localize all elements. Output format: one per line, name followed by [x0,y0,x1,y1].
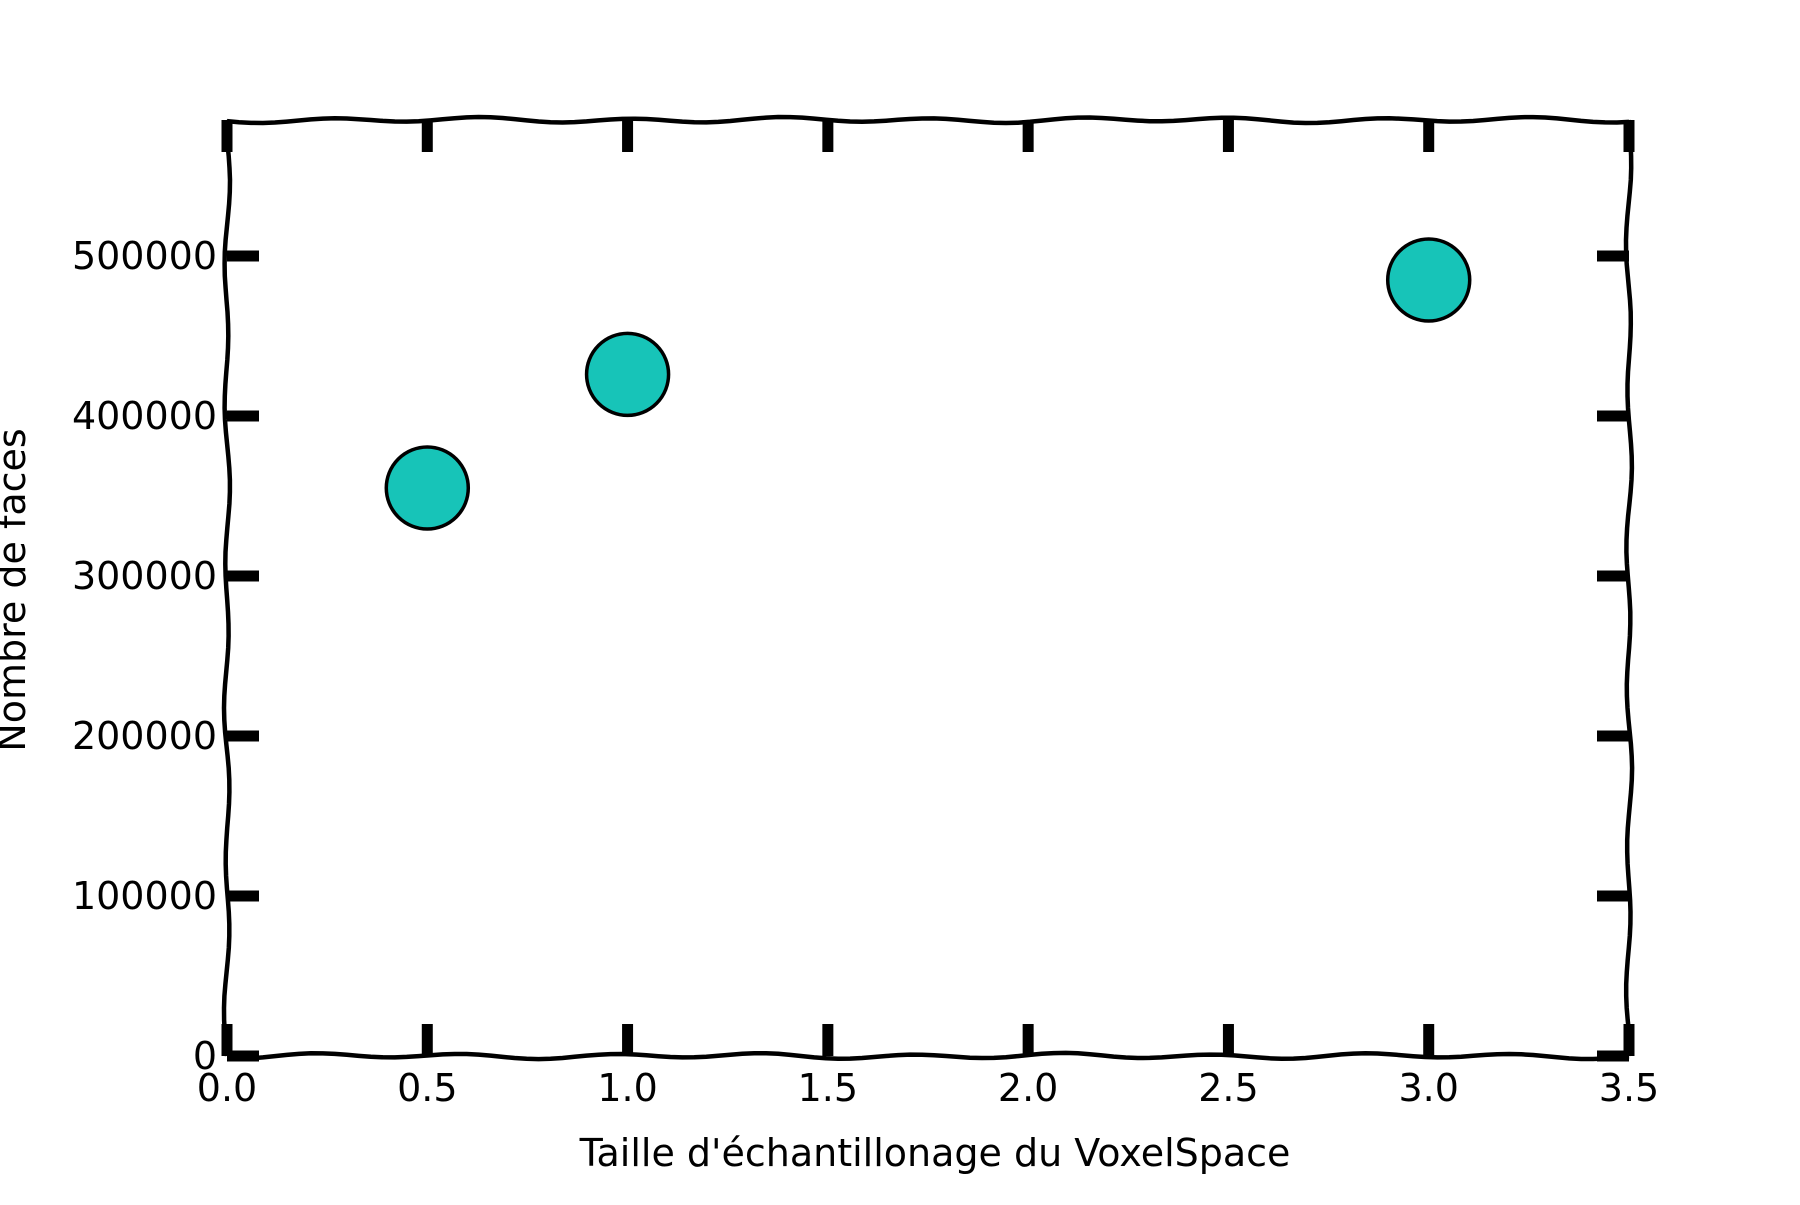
x-axis-label: Taille d'échantillonage du VoxelSpace [579,1131,1291,1175]
x-tick-label: 2.0 [998,1066,1058,1110]
data-points [384,237,1472,531]
x-tick-label: 0.0 [197,1066,257,1110]
y-tick-label: 0 [193,1034,217,1078]
y-axis-label: Nombre de faces [0,428,34,751]
frame-right [1623,119,1635,1057]
x-tick-label: 2.5 [1198,1066,1258,1110]
y-tick-label: 500000 [72,234,217,278]
plot-frame [221,114,1635,1062]
x-tick-label: 0.5 [397,1066,457,1110]
frame-top [226,114,1630,126]
frame-bottom [226,1050,1630,1062]
x-tick-label: 1.5 [798,1066,858,1110]
y-tick-label: 200000 [72,714,217,758]
x-tick-label: 3.5 [1599,1066,1659,1110]
x-tick-label: 1.0 [597,1066,657,1110]
x-tick-labels: 0.0 0.5 1.0 1.5 2.0 2.5 3.0 3.5 [197,1066,1659,1110]
y-tick-labels: 0 100000 200000 300000 400000 500000 [72,234,217,1078]
data-point-0-2 [1385,237,1472,323]
y-tick-label: 400000 [72,394,217,438]
axis-ticks [221,120,1635,1062]
y-tick-label: 300000 [72,554,217,598]
data-point-0-0 [384,445,471,531]
x-tick-label: 3.0 [1398,1066,1458,1110]
data-point-0-1 [584,331,671,418]
y-tick-label: 100000 [72,874,217,918]
